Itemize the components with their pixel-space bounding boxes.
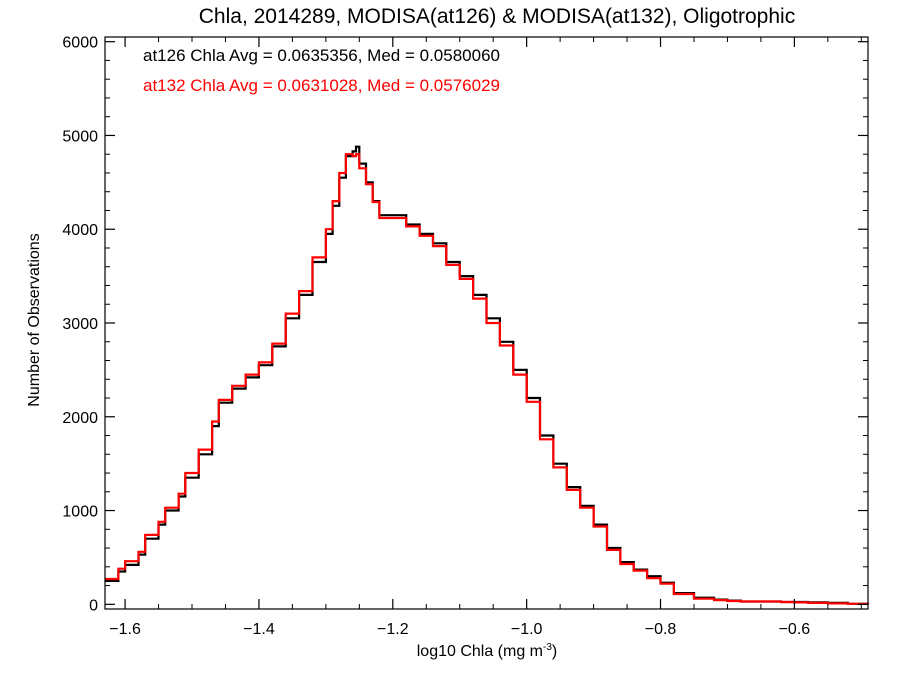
x-tick-label: −1.6 [109, 621, 141, 638]
y-tick-label: 1000 [62, 504, 98, 521]
y-tick-label: 5000 [62, 128, 98, 145]
x-axis-label-superscript: -3 [543, 642, 552, 653]
x-tick-label: −1.0 [511, 621, 543, 638]
series-line-at132 [105, 153, 870, 605]
series-line-at126 [105, 145, 870, 605]
y-axis-label: Number of Observations [26, 233, 43, 406]
annotation-at126: at126 Chla Avg = 0.0635356, Med = 0.0580… [143, 46, 500, 65]
axes: −1.6 −1.4 −1.2 −1.0 −0.8 −0.6 0 1000 2000 3000 400… [62, 35, 869, 638]
x-tick-label: −1.2 [377, 621, 409, 638]
y-tick-label: 6000 [62, 35, 98, 52]
x-axis-label-suffix: ) [552, 643, 557, 660]
x-tick-label: −0.6 [779, 621, 811, 638]
plot-area [105, 145, 870, 605]
x-axis-label: log10 Chla (mg m-3) [417, 642, 558, 660]
y-tick-label: 0 [89, 597, 98, 614]
y-tick-label: 3000 [62, 316, 98, 333]
annotation-at132: at132 Chla Avg = 0.0631028, Med = 0.0576… [143, 76, 500, 95]
chart-title: Chla, 2014289, MODISA(at126) & MODISA(at… [199, 5, 795, 28]
x-axis-label-main: log10 Chla (mg m [417, 643, 543, 660]
x-tick-label: −0.8 [645, 621, 677, 638]
y-tick-label: 2000 [62, 410, 98, 427]
y-tick-label: 4000 [62, 222, 98, 239]
x-tick-label: −1.4 [243, 621, 275, 638]
